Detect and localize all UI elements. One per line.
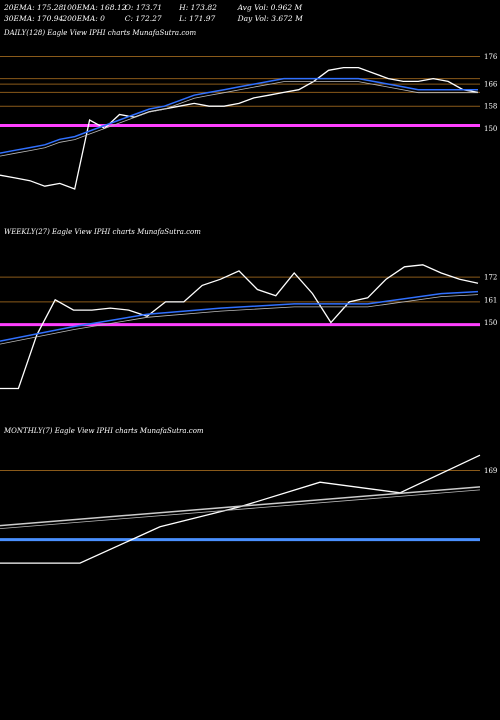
header-row-1: 20EMA: 175.28 100EMA: 168.12 O: 173.71 H… [4,3,302,12]
daily-y-tick-3: 150 [484,125,497,133]
ema20-label: 20EMA: 175.28 [4,3,64,12]
ema30-label: 30EMA: 170.94 [4,14,64,23]
monthly-series-1 [0,486,481,527]
monthly-series-1-shadow [0,489,481,529]
daily-y-tick-0: 176 [484,53,498,61]
daily-series-1-shadow [0,81,478,157]
weekly-y-tick-2: 150 [484,319,497,327]
daily-y-tick-2: 158 [484,103,497,111]
high-label: H: 173.82 [179,3,217,12]
close-label: C: 172.27 [124,14,162,23]
daily-series-1 [0,77,478,154]
weekly-series-1 [0,290,479,342]
weekly-y-tick-0: 172 [484,274,497,282]
monthly-y-tick-0: 169 [484,467,497,475]
low-label: L: 171.97 [179,14,216,23]
daily-series-0 [0,66,479,190]
day-vol-label: Day Vol: 3.672 M [237,14,303,23]
header-row-2: 30EMA: 170.94 200EMA: 0 C: 172.27 L: 171… [4,14,303,23]
weekly-chart-title: WEEKLY(27) Eagle View IPHI charts Munafa… [4,228,201,236]
daily-chart-title: DAILY(128) Eagle View IPHI charts Munafa… [4,29,197,37]
monthly-chart-title: MONTHLY(7) Eagle View IPHI charts Munafa… [4,427,204,435]
weekly-series-0 [0,264,479,390]
weekly-y-tick-1: 161 [484,296,497,304]
ema100-label: 100EMA: 168.12 [62,3,127,12]
open-label: O: 173.71 [124,3,163,12]
daily-y-tick-1: 166 [484,81,498,89]
avg-vol-label: Avg Vol: 0.962 M [237,3,303,12]
ema200-label: 200EMA: 0 [62,14,105,23]
weekly-series-1-shadow [0,294,479,345]
